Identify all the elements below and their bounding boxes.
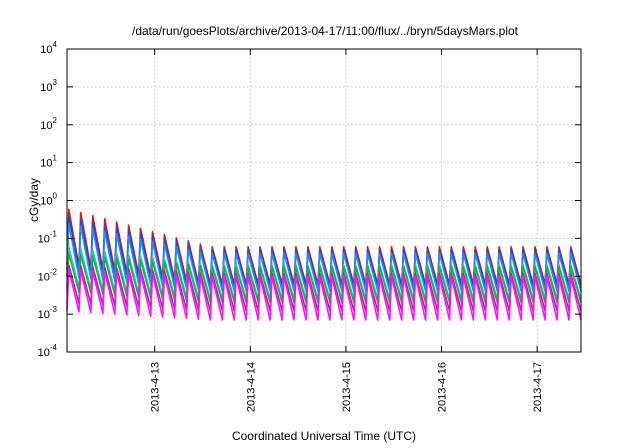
x-axis-label: Coordinated Universal Time (UTC)	[232, 429, 416, 443]
y-tick-label: 104	[40, 40, 57, 56]
x-tick-label: 2013-4-17	[532, 362, 544, 412]
x-tick-label: 2013-4-13	[150, 362, 162, 412]
y-tick-label: 102	[40, 116, 57, 132]
grid	[67, 49, 581, 352]
y-tick-label: 101	[40, 154, 57, 170]
y-axis-label: cGy/day	[27, 178, 41, 222]
y-tick-label: 100	[40, 192, 57, 208]
series-group	[66, 208, 582, 321]
x-tick-label: 2013-4-16	[437, 362, 449, 412]
ticks: 10-4 10-3 10-2 10-1 100 101 102 103 104 2013-4-13…	[38, 40, 581, 412]
y-tick-label: 10-3	[38, 305, 58, 321]
x-tick-label: 2013-4-14	[245, 362, 257, 412]
series-line-7	[66, 268, 582, 321]
y-tick-label: 10-2	[38, 267, 58, 283]
x-tick-label: 2013-4-15	[341, 362, 353, 412]
chart-title: /data/run/goesPlots/archive/2013-04-17/1…	[132, 24, 519, 38]
y-tick-label: 103	[40, 78, 57, 94]
y-tick-label: 10-1	[38, 229, 58, 245]
y-tick-label: 10-4	[38, 343, 58, 359]
